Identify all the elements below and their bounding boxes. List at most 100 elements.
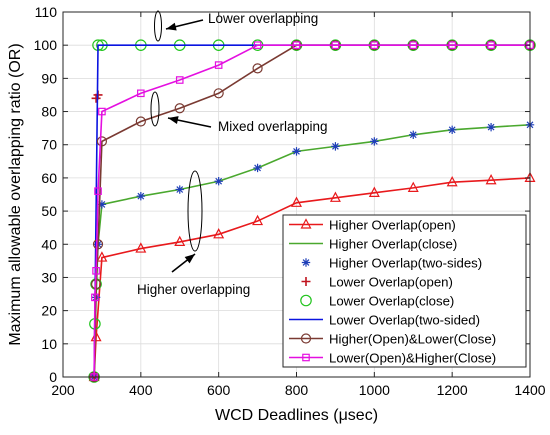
data-point	[448, 41, 456, 49]
data-point	[252, 214, 264, 226]
annotations: Lower overlapping Mixed overlapping Higher…	[137, 10, 328, 297]
legend-marker	[300, 294, 312, 307]
data-point	[329, 191, 341, 202]
y-axis-label: Maximum allowable overlapping ratio (OR)	[7, 43, 24, 345]
data-point	[213, 88, 224, 99]
data-point	[292, 147, 301, 156]
legend-entry-2: Higher Overlap(close)	[289, 236, 457, 251]
legend-entry-6: Lower Overlap(two-sided)	[289, 312, 480, 327]
legend-box	[282, 214, 527, 368]
legend-entry-3: Higher Overlap(two-sides)	[301, 255, 482, 270]
data-point	[135, 242, 147, 253]
annotation-ellipse-lower	[154, 10, 162, 42]
data-point	[96, 136, 108, 147]
data-point	[331, 41, 340, 49]
series-layer	[88, 39, 536, 383]
series-line	[93, 44, 530, 378]
annotation-ellipse-higher	[187, 170, 203, 252]
annotation-mixed-label: Mixed overlapping	[218, 119, 328, 134]
data-point	[92, 239, 104, 250]
data-point	[291, 196, 302, 207]
annotation-arrow-higher	[171, 253, 196, 273]
ticks: 200 400 600 800 1000 1200 1400 0 10 20 30 40 50 60 70 8…	[34, 4, 546, 398]
y-tick-label: 100	[34, 37, 58, 53]
data-point	[214, 177, 223, 186]
legend: Higher Overlap(open) Higher Overlap(close…	[282, 214, 527, 368]
data-point	[253, 163, 262, 173]
data-point	[485, 173, 497, 185]
data-point	[446, 175, 458, 187]
data-point	[213, 228, 225, 239]
x-tick-label: 1200	[437, 382, 468, 398]
data-point	[331, 142, 340, 151]
legend-label: Higher Overlap(close)	[329, 236, 457, 251]
x-tick-label: 600	[207, 382, 231, 398]
y-tick-label: 50	[41, 203, 57, 219]
data-point	[92, 267, 100, 275]
legend-entry-4: Lower Overlap(open)	[301, 274, 453, 289]
annotation-arrow-lower	[165, 19, 204, 31]
data-point	[252, 63, 263, 74]
data-point	[409, 41, 418, 49]
y-tick-label: 30	[41, 269, 57, 285]
legend-entry-8: Lower(Open)&Higher(Close)	[289, 350, 496, 365]
data-point	[214, 61, 223, 69]
annotation-arrow-mixed	[167, 116, 212, 128]
data-point	[292, 41, 301, 49]
data-point	[137, 89, 145, 98]
data-point	[136, 191, 146, 201]
y-tick-label: 40	[41, 236, 57, 252]
legend-marker	[300, 333, 312, 344]
series-8	[90, 41, 534, 381]
legend-entry-1: Higher Overlap(open)	[289, 217, 456, 232]
data-point	[135, 116, 146, 127]
legend-entry-5: Lower Overlap(close)	[300, 293, 454, 308]
data-point	[487, 41, 495, 49]
series-1	[88, 171, 536, 382]
legend-entry-7: Higher(Open)&Lower(Close)	[289, 331, 496, 346]
annotation-higher-label: Higher overlapping	[137, 282, 250, 297]
data-point	[407, 181, 419, 192]
y-tick-label: 10	[41, 336, 57, 352]
legend-label: Lower Overlap(open)	[329, 274, 453, 289]
x-tick-label: 400	[129, 382, 153, 398]
data-point	[174, 235, 186, 247]
x-tick-label: 1400	[514, 382, 545, 398]
data-point	[98, 107, 106, 116]
legend-label: Lower Overlap(two-sided)	[329, 312, 480, 327]
data-point	[368, 186, 380, 197]
legend-label: Higher(Open)&Lower(Close)	[329, 331, 496, 346]
legend-label: Lower Overlap(close)	[329, 293, 454, 308]
annotation-ellipse-mixed	[150, 91, 160, 127]
legend-label: Higher Overlap(two-sides)	[329, 255, 482, 270]
arrow-head	[166, 22, 177, 31]
x-tick-label: 1000	[359, 382, 390, 398]
y-tick-label: 110	[35, 4, 58, 20]
data-point	[96, 251, 108, 262]
arrow-head	[184, 254, 195, 264]
data-point	[486, 122, 496, 132]
y-tick-label: 0	[49, 369, 57, 385]
y-tick-label: 90	[41, 70, 57, 86]
data-point	[97, 200, 107, 209]
legend-marker	[302, 353, 310, 362]
y-tick-label: 60	[41, 170, 57, 186]
data-point	[175, 185, 184, 194]
legend-marker	[301, 277, 311, 286]
data-point	[370, 41, 379, 49]
data-point	[91, 293, 99, 302]
x-tick-label: 800	[285, 382, 309, 398]
legend-label: Lower(Open)&Higher(Close)	[329, 350, 496, 365]
data-point	[94, 187, 102, 195]
data-point	[447, 125, 457, 134]
legend-marker	[300, 218, 312, 229]
y-tick-label: 20	[41, 303, 57, 319]
data-point	[174, 103, 185, 114]
data-point	[409, 130, 418, 139]
x-axis-label: WCD Deadlines (μsec)	[215, 407, 378, 424]
annotation-lower-label: Lower overlapping	[208, 11, 318, 26]
series-line	[93, 177, 531, 378]
y-tick-label: 80	[41, 104, 57, 120]
legend-label: Higher Overlap(open)	[329, 217, 456, 232]
